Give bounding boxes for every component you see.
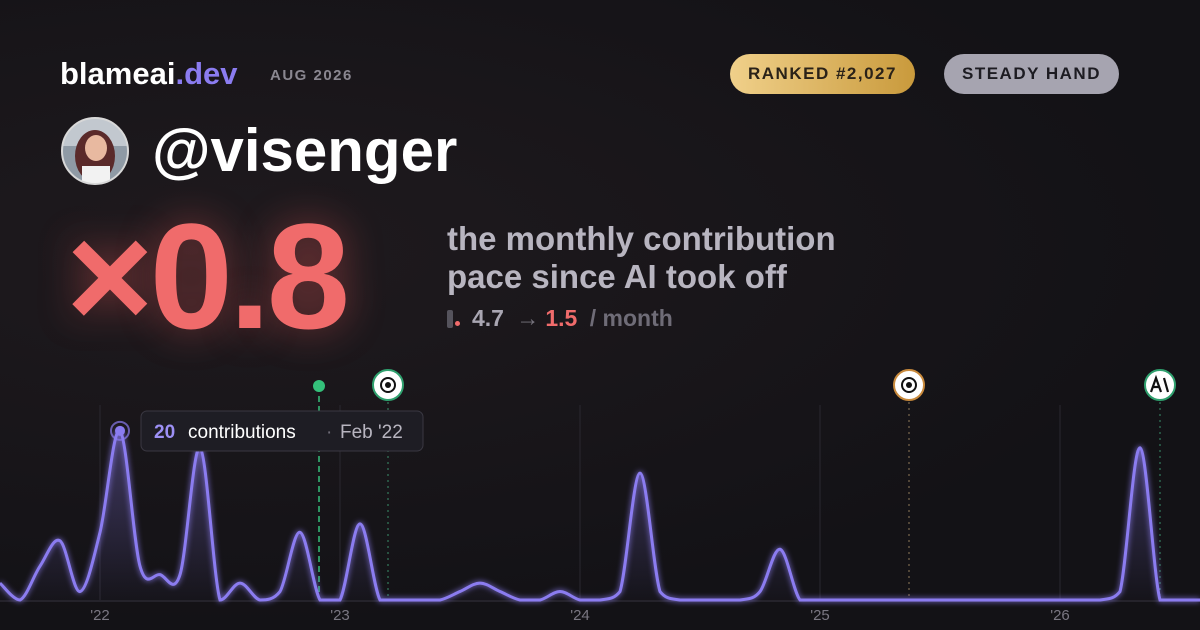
rate-unit: / month <box>589 305 673 331</box>
tooltip <box>140 410 424 452</box>
tooltip-value: 20 <box>154 422 175 443</box>
brand: blameai.dev <box>60 56 237 92</box>
rate-icon-dot <box>455 321 460 326</box>
x-tick-label: '22 <box>90 607 110 624</box>
highlight-point <box>115 425 125 436</box>
caption-line: the monthly contribution <box>447 220 836 257</box>
x-tick-label: '26 <box>1050 607 1070 624</box>
x-tick-label: '25 <box>810 607 830 624</box>
event-icon <box>372 369 404 401</box>
caption-line: pace since AI took off <box>447 258 787 295</box>
rate-icon <box>447 310 453 328</box>
x-tick-label: '24 <box>570 607 590 624</box>
caption: the monthly contribution pace since AI to… <box>447 220 836 296</box>
rate-before: 4.7 <box>472 305 504 331</box>
arrow: → <box>516 305 540 331</box>
brand-tld: .dev <box>175 56 238 91</box>
tooltip-label: contributions <box>188 422 296 443</box>
event-icon <box>893 369 925 401</box>
highlight-ring <box>110 420 130 441</box>
tooltip-date: Feb '22 <box>340 422 403 443</box>
line <box>0 429 1200 602</box>
multiplier: ×0.8 <box>66 192 350 360</box>
rank-badge: RANKED #2,027 <box>730 54 915 94</box>
brand-name: blameai <box>60 56 176 91</box>
x-tick-label: '23 <box>330 607 350 624</box>
tooltip-separator: · <box>326 422 332 443</box>
rate-change: 4.7 → 1.5 / month <box>447 305 673 332</box>
avatar <box>61 117 129 185</box>
style-badge: STEADY HAND <box>944 54 1119 94</box>
event-icon <box>1144 369 1176 401</box>
handle: @visenger <box>152 117 458 184</box>
period: AUG 2026 <box>270 67 353 84</box>
event-dot <box>313 380 325 392</box>
rate-after: 1.5 <box>545 305 578 331</box>
area <box>0 430 1200 600</box>
